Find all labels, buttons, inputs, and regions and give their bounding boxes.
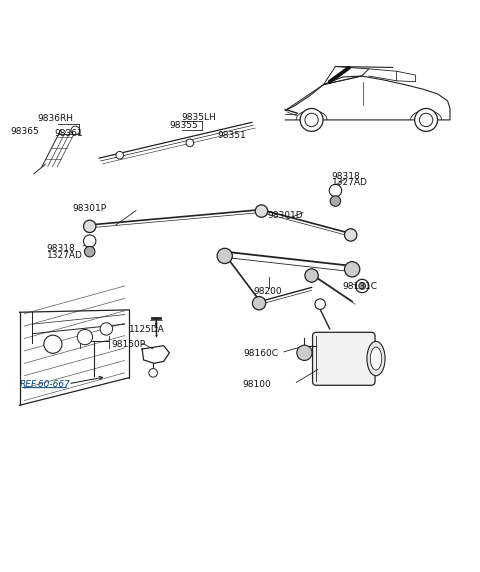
Text: 98160C: 98160C bbox=[244, 349, 279, 358]
Circle shape bbox=[116, 152, 123, 159]
Circle shape bbox=[252, 296, 266, 310]
Ellipse shape bbox=[367, 341, 385, 376]
Text: 98318: 98318 bbox=[332, 172, 360, 181]
Text: 98361: 98361 bbox=[55, 129, 84, 138]
Circle shape bbox=[315, 299, 325, 309]
Text: REF.60-667: REF.60-667 bbox=[20, 380, 71, 390]
Circle shape bbox=[71, 126, 80, 135]
Text: 98200: 98200 bbox=[253, 287, 282, 296]
Text: 98131C: 98131C bbox=[342, 283, 377, 292]
Text: 98365: 98365 bbox=[10, 127, 39, 136]
Circle shape bbox=[84, 220, 96, 233]
Circle shape bbox=[77, 329, 93, 345]
Text: 1327AD: 1327AD bbox=[332, 178, 368, 188]
Circle shape bbox=[420, 113, 433, 126]
Circle shape bbox=[359, 283, 365, 289]
Circle shape bbox=[186, 139, 194, 146]
Circle shape bbox=[305, 113, 318, 126]
Circle shape bbox=[329, 184, 342, 197]
Text: 98301P: 98301P bbox=[72, 204, 106, 213]
Circle shape bbox=[84, 235, 96, 247]
Text: 98355: 98355 bbox=[169, 121, 198, 130]
Circle shape bbox=[44, 335, 62, 353]
Circle shape bbox=[305, 269, 318, 282]
Text: 9836RH: 9836RH bbox=[37, 113, 73, 122]
Text: 1327AD: 1327AD bbox=[47, 252, 83, 260]
Text: 98351: 98351 bbox=[217, 130, 246, 140]
Text: 98100: 98100 bbox=[242, 380, 271, 390]
Circle shape bbox=[255, 205, 268, 217]
Circle shape bbox=[345, 229, 357, 241]
Circle shape bbox=[345, 261, 360, 277]
FancyBboxPatch shape bbox=[312, 332, 375, 386]
Text: 1125DA: 1125DA bbox=[129, 325, 165, 335]
Circle shape bbox=[330, 196, 341, 206]
Text: 98318: 98318 bbox=[47, 244, 75, 253]
Circle shape bbox=[100, 323, 113, 335]
Text: 98301D: 98301D bbox=[268, 211, 303, 220]
Circle shape bbox=[415, 109, 438, 132]
Circle shape bbox=[300, 109, 323, 132]
Circle shape bbox=[84, 247, 95, 257]
Circle shape bbox=[297, 345, 312, 360]
Circle shape bbox=[149, 368, 157, 377]
Circle shape bbox=[356, 279, 369, 293]
Circle shape bbox=[217, 248, 232, 264]
Text: 98150P: 98150P bbox=[111, 340, 145, 349]
Text: 9835LH: 9835LH bbox=[182, 113, 216, 122]
Ellipse shape bbox=[370, 347, 382, 370]
